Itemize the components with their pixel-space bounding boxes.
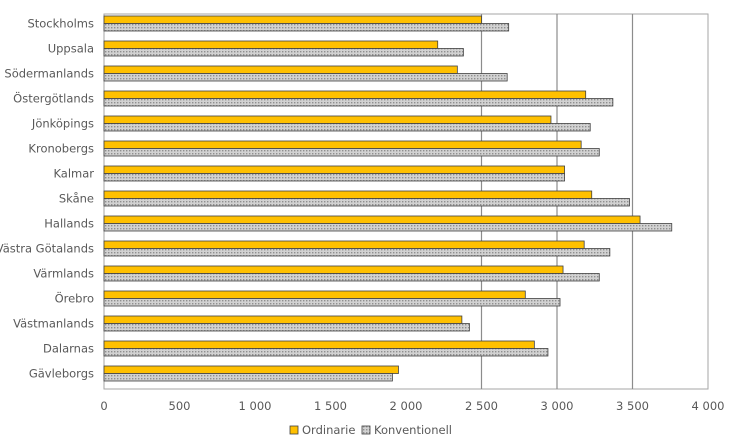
category-label: Hallands xyxy=(44,217,94,231)
category-label: Kalmar xyxy=(53,167,94,181)
category-label: Västra Götalands xyxy=(0,242,94,256)
category-label: Örebro xyxy=(55,290,94,306)
bar-konventionell-8 xyxy=(103,223,673,232)
x-tick-label: 1 000 xyxy=(239,399,272,413)
category-label: Dalarnas xyxy=(43,342,94,356)
legend-swatch-konventionell xyxy=(361,425,371,435)
bar-konventionell-4 xyxy=(103,123,591,132)
bar-konventionell-1 xyxy=(103,48,464,57)
x-tick-label: 0 xyxy=(100,399,107,413)
bar-ordinarie-4 xyxy=(103,115,552,124)
bar-ordinarie-0 xyxy=(103,15,482,24)
bar-ordinarie-3 xyxy=(103,90,587,99)
x-tick-label: 500 xyxy=(169,399,191,413)
bar-konventionell-3 xyxy=(103,98,614,107)
bar-ordinarie-2 xyxy=(103,65,458,74)
bar-konventionell-7 xyxy=(103,198,630,207)
bar-konventionell-5 xyxy=(103,148,600,157)
bar-ordinarie-14 xyxy=(103,365,399,374)
category-label: Jönköpings xyxy=(31,117,94,131)
bar-ordinarie-12 xyxy=(103,315,463,324)
x-tick-label: 4 000 xyxy=(692,399,725,413)
bar-ordinarie-7 xyxy=(103,190,593,199)
category-label: Värmlands xyxy=(33,267,94,281)
category-label: Uppsala xyxy=(48,42,94,56)
bar-konventionell-11 xyxy=(103,298,561,307)
legend-swatch-ordinarie xyxy=(289,425,299,435)
category-label: Kronobergs xyxy=(28,142,94,156)
category-label: Gävleborgs xyxy=(29,367,94,381)
bar-konventionell-6 xyxy=(103,173,565,182)
legend-label-ordinarie: Ordinarie xyxy=(302,423,355,437)
category-label: Skåne xyxy=(59,192,94,206)
bar-ordinarie-10 xyxy=(103,265,564,274)
x-tick-label: 3 500 xyxy=(616,399,649,413)
bar-konventionell-2 xyxy=(103,73,508,82)
x-tick-label: 3 000 xyxy=(541,399,574,413)
category-label: Västmanlands xyxy=(13,317,94,331)
bar-konventionell-9 xyxy=(103,248,611,257)
bar-konventionell-14 xyxy=(103,373,393,382)
bar-ordinarie-5 xyxy=(103,140,582,149)
bar-konventionell-0 xyxy=(103,23,510,32)
bar-konventionell-12 xyxy=(103,323,470,332)
bar-ordinarie-1 xyxy=(103,40,439,49)
bar-konventionell-10 xyxy=(103,273,600,282)
bar-ordinarie-6 xyxy=(103,165,565,174)
category-label: Östergötlands xyxy=(13,90,94,106)
bar-ordinarie-11 xyxy=(103,290,526,299)
bar-ordinarie-8 xyxy=(103,215,641,224)
bar-konventionell-13 xyxy=(103,348,549,357)
bar-ordinarie-9 xyxy=(103,240,585,249)
category-label: Södermanlands xyxy=(4,67,94,81)
bar-ordinarie-13 xyxy=(103,340,535,349)
x-tick-label: 1 500 xyxy=(314,399,347,413)
category-label: Stockholms xyxy=(27,17,94,31)
legend-label-konventionell: Konventionell xyxy=(374,423,452,437)
x-tick-label: 2 000 xyxy=(390,399,423,413)
x-tick-label: 2 500 xyxy=(465,399,498,413)
